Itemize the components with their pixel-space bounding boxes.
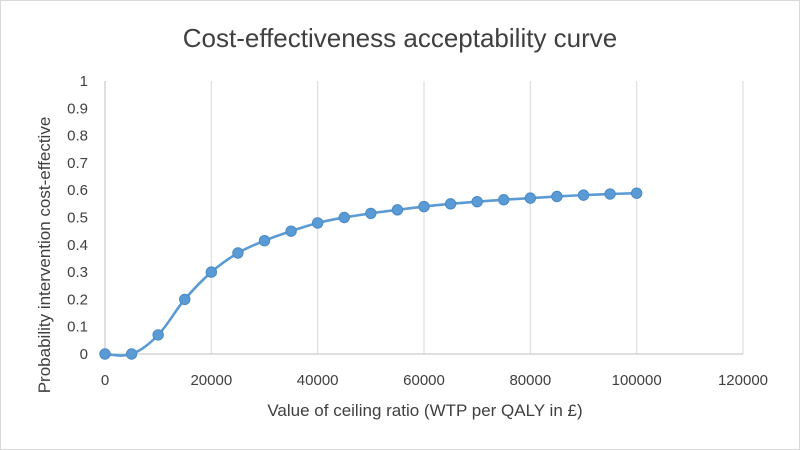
data-point[interactable]: [604, 188, 616, 200]
data-point[interactable]: [551, 190, 563, 203]
y-tick-label: 0.2: [67, 291, 88, 308]
y-tick-label: 0.5: [67, 210, 88, 227]
data-point[interactable]: [630, 187, 643, 199]
y-tick-label: 0.7: [67, 155, 88, 172]
y-tick-label: 0.6: [67, 182, 88, 199]
data-point[interactable]: [99, 348, 111, 360]
grid-lines: [210, 81, 744, 354]
data-point[interactable]: [444, 198, 457, 210]
axes: [104, 81, 743, 355]
series: [99, 187, 643, 360]
data-point[interactable]: [365, 207, 377, 220]
data-point[interactable]: [232, 247, 244, 259]
data-point[interactable]: [179, 293, 191, 306]
data-point[interactable]: [311, 217, 324, 229]
data-point[interactable]: [152, 329, 164, 341]
x-tick-label: 60000: [403, 372, 445, 389]
x-tick-label: 40000: [297, 372, 339, 389]
chart-title: Cost-effectiveness acceptability curve: [183, 23, 618, 53]
y-tick-label: 0.8: [67, 128, 88, 145]
data-point[interactable]: [205, 266, 218, 278]
data-point[interactable]: [577, 189, 590, 201]
data-point[interactable]: [418, 200, 430, 213]
data-point[interactable]: [524, 192, 537, 204]
x-tick-label: 120000: [718, 372, 768, 389]
data-point[interactable]: [471, 195, 483, 208]
y-axis-label: Probability intervention cost-effective: [35, 117, 54, 394]
y-tick-label: 0: [80, 346, 88, 363]
data-point[interactable]: [391, 204, 404, 216]
y-tick-label: 0.3: [67, 264, 88, 281]
x-tick-label: 20000: [190, 372, 232, 389]
x-tick-label: 80000: [509, 372, 551, 389]
x-tick-label: 0: [101, 372, 109, 389]
y-tick-label: 0.4: [67, 237, 88, 254]
tick-labels: 0 20000 40000 60000 80000 100000 120000 0 0.1 0.2…: [67, 73, 768, 389]
data-point[interactable]: [285, 225, 297, 237]
x-tick-label: 100000: [612, 372, 662, 389]
y-tick-label: 0.9: [67, 100, 88, 117]
data-point[interactable]: [338, 211, 350, 224]
data-point[interactable]: [498, 194, 510, 206]
x-axis-label: Value of ceiling ratio (WTP per QALY in …: [267, 401, 582, 420]
data-point[interactable]: [125, 348, 138, 360]
y-tick-label: 1: [80, 73, 88, 90]
y-tick-label: 0.1: [67, 319, 88, 336]
data-point[interactable]: [258, 235, 271, 247]
